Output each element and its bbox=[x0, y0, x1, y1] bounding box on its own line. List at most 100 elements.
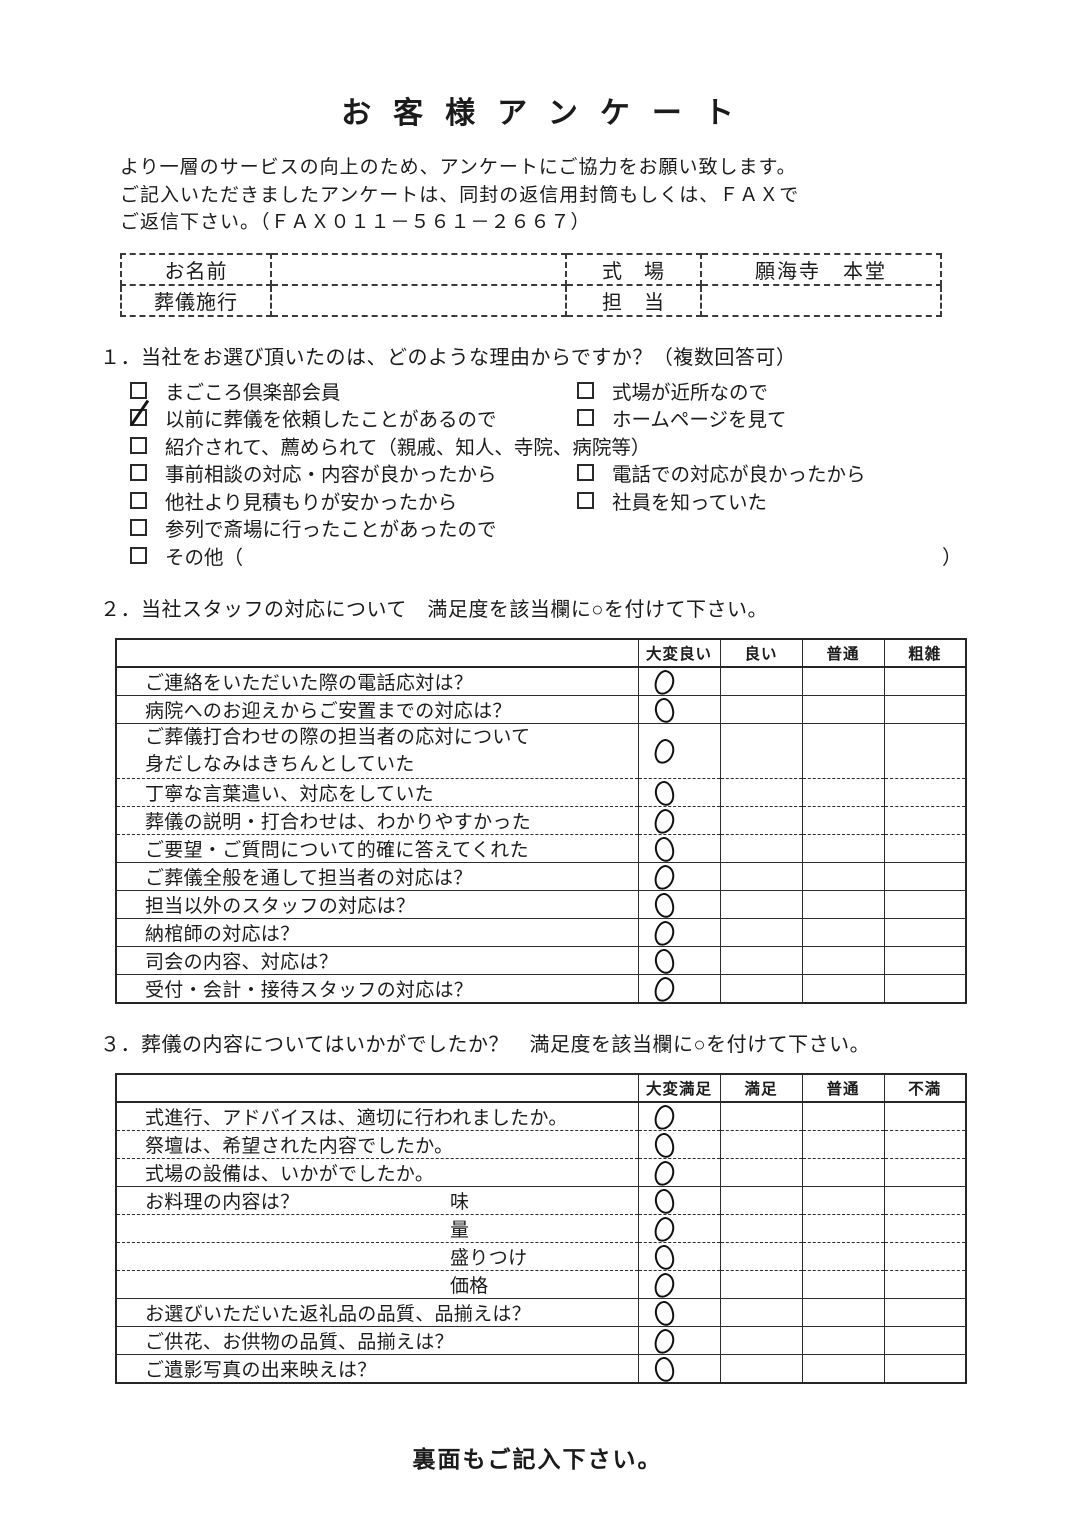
rating-cell[interactable] bbox=[719, 1214, 802, 1243]
rating-cell[interactable] bbox=[883, 890, 966, 919]
rating-cell[interactable] bbox=[801, 1214, 884, 1243]
rating-cell[interactable] bbox=[719, 1270, 802, 1299]
rating-cell[interactable] bbox=[637, 1214, 720, 1243]
rating-cell[interactable] bbox=[883, 1270, 966, 1299]
rating-cell[interactable] bbox=[719, 695, 802, 724]
rating-cell[interactable] bbox=[637, 1102, 720, 1131]
rating-cell[interactable] bbox=[801, 1102, 884, 1131]
rating-cell[interactable] bbox=[719, 1354, 802, 1384]
rating-cell[interactable] bbox=[719, 890, 802, 919]
rating-cell[interactable] bbox=[719, 1130, 802, 1159]
rating-cell[interactable] bbox=[801, 667, 884, 696]
rating-cell[interactable] bbox=[719, 862, 802, 891]
rating-cell[interactable] bbox=[883, 974, 966, 1004]
rating-cell[interactable] bbox=[719, 1102, 802, 1131]
rating-cell[interactable] bbox=[883, 862, 966, 891]
rating-cell[interactable] bbox=[719, 834, 802, 863]
rating-cell[interactable] bbox=[883, 1326, 966, 1355]
rating-cell[interactable] bbox=[801, 918, 884, 947]
checkbox[interactable] bbox=[577, 409, 594, 427]
rating-cell[interactable] bbox=[637, 974, 720, 1004]
rating-cell[interactable] bbox=[801, 723, 884, 779]
rating-cell[interactable] bbox=[801, 1130, 884, 1159]
rating-cell[interactable] bbox=[883, 1298, 966, 1327]
rating-cell[interactable] bbox=[637, 1326, 720, 1355]
rating-cell[interactable] bbox=[637, 834, 720, 863]
checkbox[interactable] bbox=[130, 546, 147, 564]
rating-cell[interactable] bbox=[883, 1214, 966, 1243]
rating-cell[interactable] bbox=[719, 1158, 802, 1187]
rating-cell[interactable] bbox=[883, 834, 966, 863]
rating-cell[interactable] bbox=[801, 1326, 884, 1355]
rating-cell[interactable] bbox=[637, 1270, 720, 1299]
checkbox[interactable] bbox=[130, 381, 147, 399]
rating-cell[interactable] bbox=[883, 1158, 966, 1187]
rating-cell[interactable] bbox=[801, 1298, 884, 1327]
rating-cell[interactable] bbox=[637, 946, 720, 975]
rating-cell[interactable] bbox=[637, 862, 720, 891]
rating-cell[interactable] bbox=[801, 806, 884, 835]
checkbox[interactable] bbox=[577, 381, 594, 399]
rating-cell[interactable] bbox=[637, 723, 720, 779]
rating-cell[interactable] bbox=[637, 778, 720, 807]
list-item: 他社より見積もりが安かったから 社員を知っていた bbox=[130, 487, 962, 515]
rating-cell[interactable] bbox=[801, 834, 884, 863]
staff-value-field[interactable] bbox=[700, 283, 942, 317]
rating-cell[interactable] bbox=[883, 723, 966, 779]
rating-cell[interactable] bbox=[637, 1298, 720, 1327]
checkbox[interactable] bbox=[130, 464, 147, 482]
rating-cell[interactable] bbox=[883, 1130, 966, 1159]
rating-cell[interactable] bbox=[801, 1354, 884, 1384]
checkbox[interactable] bbox=[130, 409, 147, 427]
rating-cell[interactable] bbox=[637, 1242, 720, 1271]
rating-cell[interactable] bbox=[637, 806, 720, 835]
rating-cell[interactable] bbox=[719, 974, 802, 1004]
rating-cell[interactable] bbox=[637, 1130, 720, 1159]
rating-cell[interactable] bbox=[719, 667, 802, 696]
checkbox[interactable] bbox=[130, 436, 147, 454]
rating-cell[interactable] bbox=[719, 806, 802, 835]
rating-cell[interactable] bbox=[801, 1242, 884, 1271]
rating-cell[interactable] bbox=[637, 1354, 720, 1384]
rating-cell[interactable] bbox=[883, 667, 966, 696]
rating-cell[interactable] bbox=[719, 946, 802, 975]
rating-cell[interactable] bbox=[719, 1186, 802, 1215]
column-header: 普通 bbox=[801, 639, 884, 668]
checkbox[interactable] bbox=[577, 491, 594, 509]
rating-cell[interactable] bbox=[883, 1186, 966, 1215]
rating-cell[interactable] bbox=[637, 695, 720, 724]
rating-cell[interactable] bbox=[801, 1158, 884, 1187]
rating-cell[interactable] bbox=[719, 1326, 802, 1355]
rating-cell[interactable] bbox=[801, 946, 884, 975]
rating-cell[interactable] bbox=[637, 667, 720, 696]
checkbox[interactable] bbox=[130, 491, 147, 509]
rating-cell[interactable] bbox=[883, 695, 966, 724]
rating-cell[interactable] bbox=[719, 778, 802, 807]
rating-cell[interactable] bbox=[883, 1242, 966, 1271]
checkbox[interactable] bbox=[577, 464, 594, 482]
rating-cell[interactable] bbox=[637, 890, 720, 919]
rating-cell[interactable] bbox=[883, 806, 966, 835]
rating-cell[interactable] bbox=[637, 918, 720, 947]
service-value-field[interactable] bbox=[270, 283, 567, 317]
rating-cell[interactable] bbox=[883, 946, 966, 975]
rating-cell[interactable] bbox=[883, 1354, 966, 1384]
rating-cell[interactable] bbox=[719, 1298, 802, 1327]
rating-cell[interactable] bbox=[719, 723, 802, 779]
rating-cell[interactable] bbox=[801, 1186, 884, 1215]
rating-cell[interactable] bbox=[801, 862, 884, 891]
rating-cell[interactable] bbox=[637, 1158, 720, 1187]
rating-cell[interactable] bbox=[719, 918, 802, 947]
name-value-field[interactable] bbox=[270, 252, 567, 286]
rating-cell[interactable] bbox=[801, 974, 884, 1004]
rating-cell[interactable] bbox=[637, 1186, 720, 1215]
rating-cell[interactable] bbox=[801, 1270, 884, 1299]
rating-cell[interactable] bbox=[801, 695, 884, 724]
rating-cell[interactable] bbox=[883, 1102, 966, 1131]
rating-cell[interactable] bbox=[719, 1242, 802, 1271]
rating-cell[interactable] bbox=[801, 890, 884, 919]
rating-cell[interactable] bbox=[801, 778, 884, 807]
rating-cell[interactable] bbox=[883, 778, 966, 807]
checkbox[interactable] bbox=[130, 519, 147, 537]
rating-cell[interactable] bbox=[883, 918, 966, 947]
